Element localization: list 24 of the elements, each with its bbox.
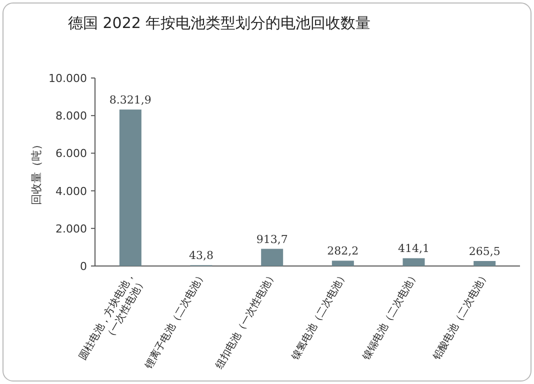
y-axis-title: 回收量（吨） [30,139,43,205]
y-tick-label: 2.000 [56,222,87,236]
bar [474,261,496,266]
data-label: 8.321,9 [109,94,152,107]
bar [332,260,354,266]
bar [402,258,425,266]
y-tick-label: 10.000 [48,72,87,85]
x-tick-label: 镍氢电池（二次电池） [288,270,350,363]
data-label: 414,1 [398,242,430,256]
bar [261,248,284,266]
bar [119,110,142,266]
x-tick-label: 锂离子电池（二次电池） [142,270,208,372]
y-tick-label: 6.000 [56,147,87,160]
data-label: 43,8 [189,249,214,262]
chart-title: 德国 2022 年按电池类型划分的电池回收数量 [68,14,371,32]
y-tick-label: 0 [80,260,87,273]
data-label: 282,2 [327,244,359,258]
data-label: 265,5 [468,245,500,258]
x-tick-label: 铅酸电池（二次电池） [430,270,492,363]
data-label: 913,7 [256,232,288,246]
y-tick-label: 4.000 [56,184,87,198]
x-tick-label: 镍镉电池（二次电池） [359,270,420,363]
x-tick-label: 纽扣电池（一次性电池） [213,270,279,371]
y-tick-label: 8.000 [56,110,87,123]
